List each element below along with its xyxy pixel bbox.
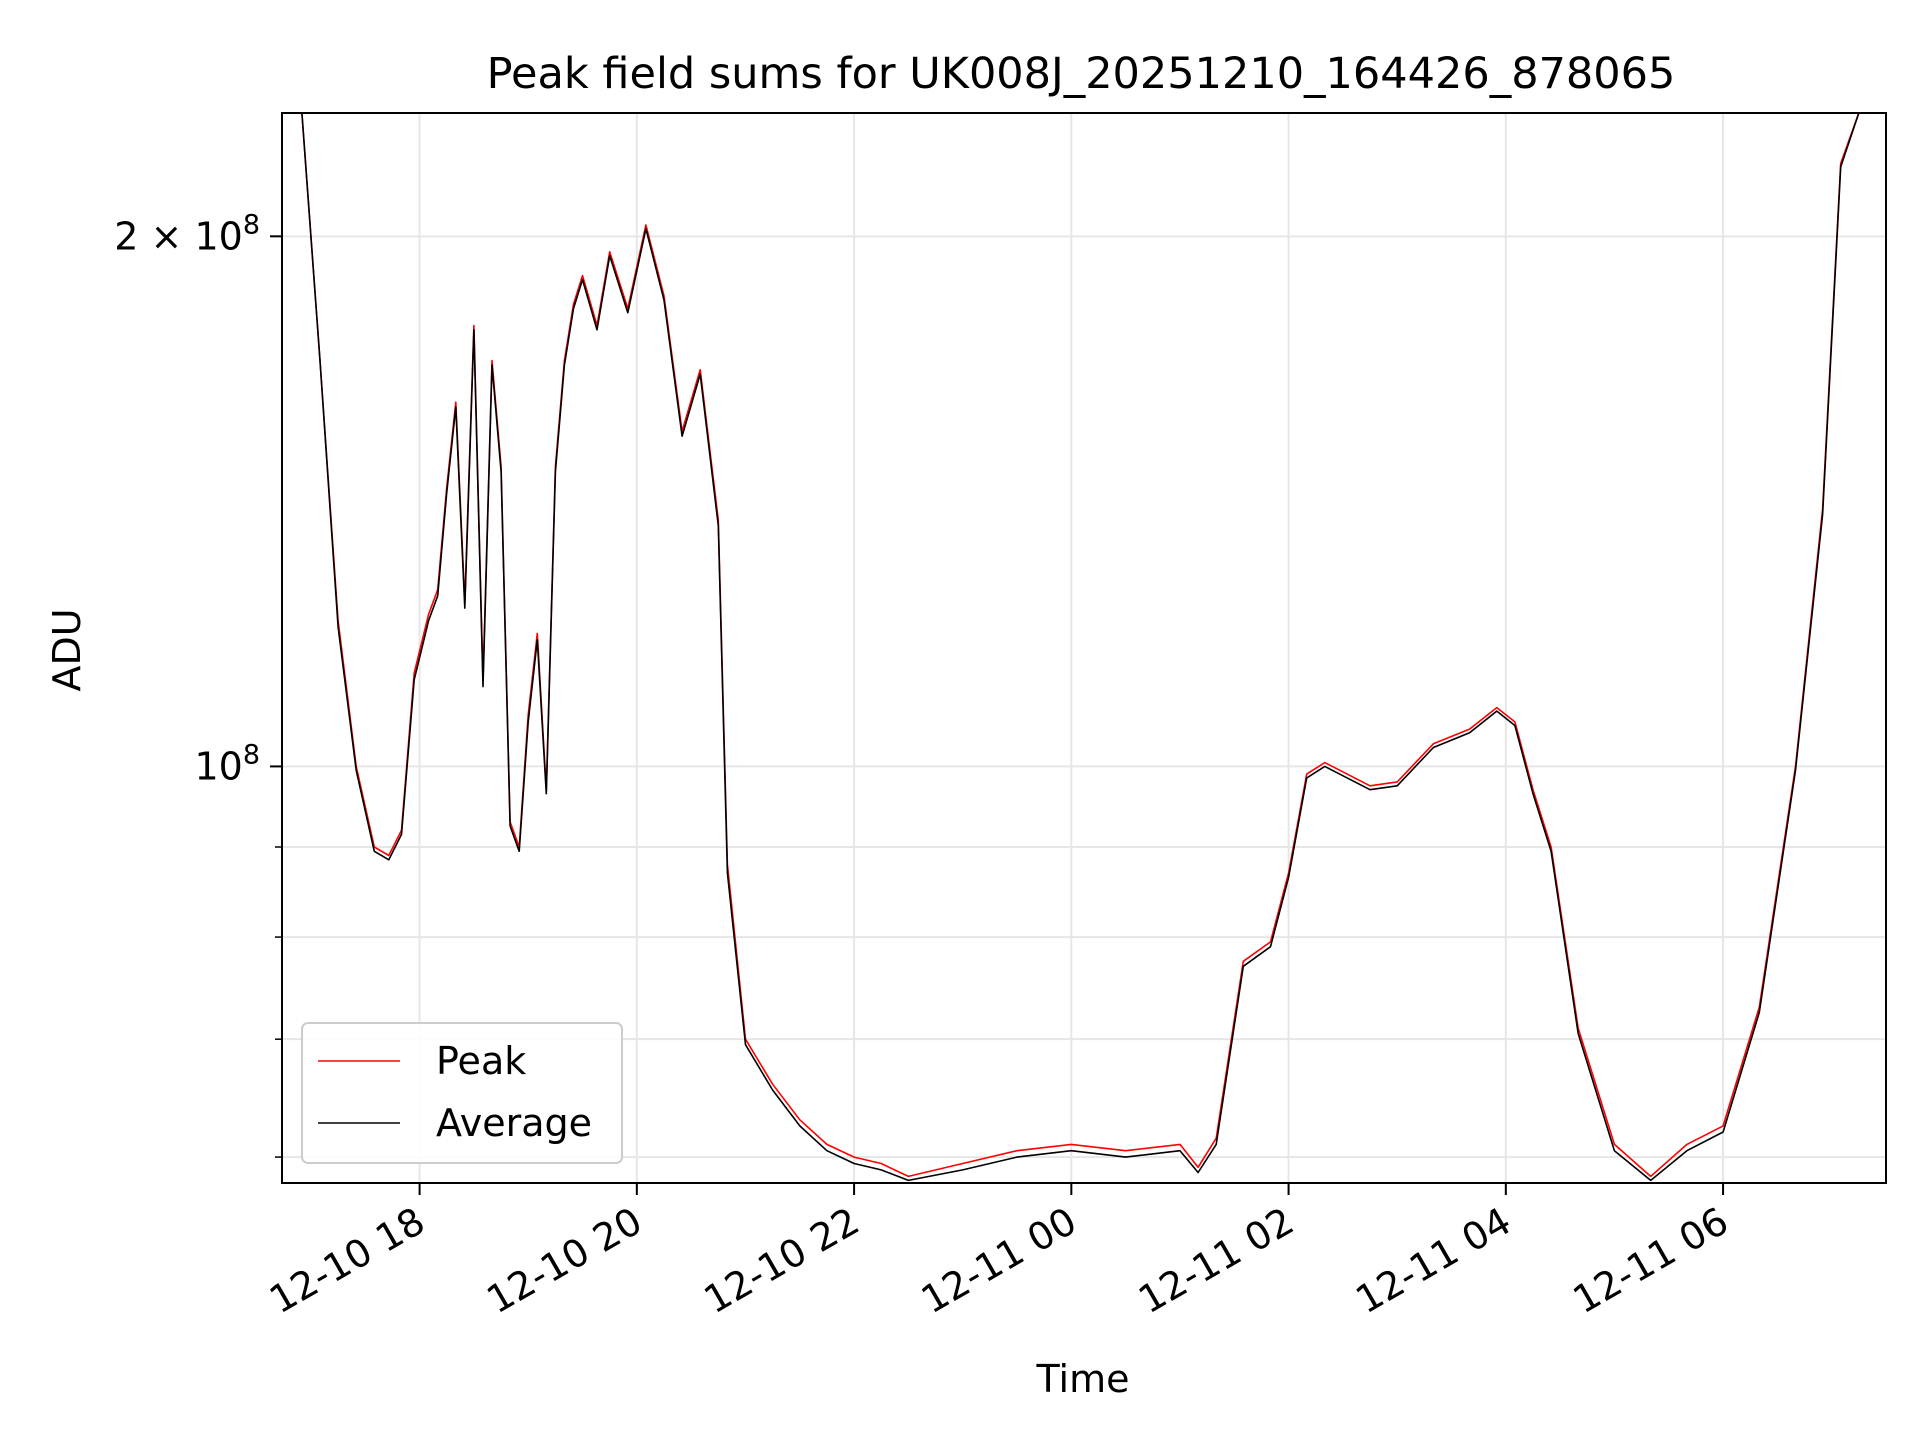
legend-label-average: Average [436,1101,592,1145]
legend-label-peak: Peak [436,1039,526,1083]
y-tick-label: 108 [194,739,260,788]
series-line-average [282,113,1868,1182]
chart-title: Peak field sums for UK008J_20251210_1644… [487,49,1676,99]
legend: Peak Average [301,1022,623,1164]
series-layer [282,113,1868,1182]
grid-lines [282,113,1886,1183]
y-axis-label: ADU [45,608,89,691]
y-tick-label: 2 × 108 [114,209,260,258]
plot-frame [281,112,1887,1184]
legend-box [301,1022,623,1164]
x-axis-label: Time [1036,1357,1130,1401]
y-axis: 108 2 × 108 [114,209,282,1158]
